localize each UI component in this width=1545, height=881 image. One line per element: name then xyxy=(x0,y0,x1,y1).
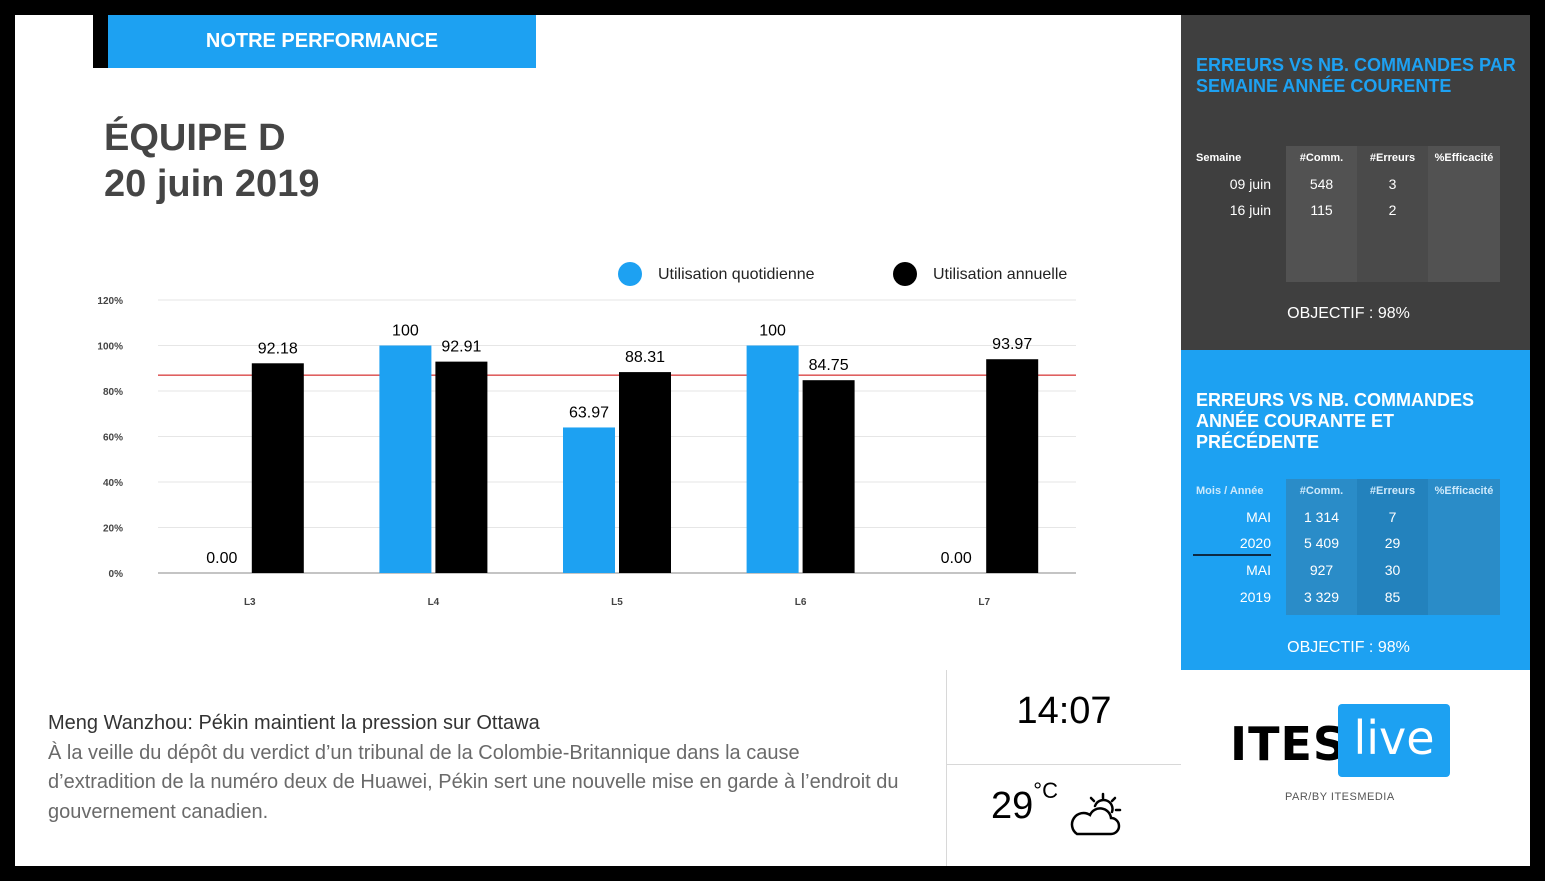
temperature-unit: °C xyxy=(1033,778,1058,803)
dashboard-screen: NOTRE PERFORMANCE ÉQUIPE D 20 juin 2019 … xyxy=(15,15,1530,866)
x-tick-label: L7 xyxy=(978,597,990,608)
weather-temperature: 29°C xyxy=(991,778,1058,828)
table-cell: 2 xyxy=(1388,202,1397,218)
news-body: À la veille du dépôt du verdict d’un tri… xyxy=(48,741,899,823)
legend-marker xyxy=(893,262,917,286)
team-name: ÉQUIPE D xyxy=(104,117,286,159)
objective-label: OBJECTIF : 98% xyxy=(1287,639,1410,656)
table-column-bg xyxy=(1286,479,1357,615)
data-label: 92.18 xyxy=(258,340,298,357)
table-cell: 3 xyxy=(1388,176,1397,192)
news-ticker: Meng Wanzhou: Pékin maintient la pressio… xyxy=(48,709,908,827)
clock: 14:07 xyxy=(1016,690,1112,732)
logo-live-badge: live xyxy=(1338,704,1450,777)
data-label: 92.91 xyxy=(441,339,481,356)
data-label: 93.97 xyxy=(992,336,1032,353)
table-header: %Efficacité xyxy=(1434,485,1494,497)
divider xyxy=(946,670,947,866)
table-header: Semaine xyxy=(1196,152,1242,164)
divider xyxy=(946,764,1181,765)
table-cell: 927 xyxy=(1309,562,1334,578)
y-tick-label: 0% xyxy=(109,569,124,580)
table-column-bg xyxy=(1428,146,1500,282)
bar xyxy=(746,345,799,573)
page-title: ÉQUIPE D 20 juin 2019 xyxy=(104,115,319,207)
section-badge: NOTRE PERFORMANCE xyxy=(108,15,536,68)
logo-ites-text: ITES xyxy=(1230,717,1348,771)
weekly-table: Semaine #Comm. #Erreurs %Efficacité 09 j… xyxy=(1181,146,1530,282)
table-header: #Comm. xyxy=(1299,485,1344,497)
table-cell: 5 409 xyxy=(1303,535,1340,551)
table-cell: 2019 xyxy=(1239,589,1271,605)
row-separator xyxy=(1193,554,1271,556)
bar xyxy=(802,380,855,573)
data-label: 100 xyxy=(392,323,419,340)
table-cell: 1 314 xyxy=(1303,509,1340,525)
table-cell: 16 juin xyxy=(1229,202,1271,218)
logo-subtitle: PAR/BY ITESMEDIA xyxy=(1285,791,1395,803)
table-cell: 7 xyxy=(1388,509,1397,525)
data-label: 100 xyxy=(759,323,786,340)
data-label: 0.00 xyxy=(206,550,237,567)
legend-label: Utilisation annuelle xyxy=(933,266,1067,283)
table-header: %Efficacité xyxy=(1434,152,1494,164)
y-tick-label: 60% xyxy=(103,433,123,444)
table-header: #Erreurs xyxy=(1369,152,1416,164)
table-header: #Comm. xyxy=(1299,152,1344,164)
table-cell: 29 xyxy=(1384,535,1401,551)
x-tick-label: L4 xyxy=(428,597,440,608)
table-column-bg xyxy=(1357,146,1428,282)
data-label: 63.97 xyxy=(569,404,609,421)
x-tick-label: L5 xyxy=(611,597,623,608)
bar xyxy=(251,363,304,573)
table-cell: 548 xyxy=(1309,176,1334,192)
data-label: 0.00 xyxy=(941,550,972,567)
table-cell: MAI xyxy=(1246,562,1271,578)
monthly-errors-panel: ERREURS VS NB. COMMANDES ANNÉE COURANTE … xyxy=(1181,350,1530,670)
legend-label: Utilisation quotidienne xyxy=(658,266,815,283)
table-cell: 3 329 xyxy=(1303,589,1340,605)
legend-marker xyxy=(618,262,642,286)
table-header: #Erreurs xyxy=(1369,485,1416,497)
monthly-table: Mois / Année #Comm. #Erreurs %Efficacité… xyxy=(1181,479,1530,615)
news-headline: Meng Wanzhou: Pékin maintient la pressio… xyxy=(48,712,540,734)
bar xyxy=(563,427,615,573)
x-tick-label: L3 xyxy=(244,597,256,608)
table-cell: 09 juin xyxy=(1229,176,1271,192)
data-label: 88.31 xyxy=(625,349,665,366)
bar xyxy=(379,345,432,573)
weekly-errors-panel: ERREURS VS NB. COMMANDES PAR SEMAINE ANN… xyxy=(1181,15,1530,350)
utilization-bar-chart: 0% 20% 40% 60% 80% 100% 120% 0.00 92.18 L3 100 92.9… xyxy=(97,262,1076,608)
panel-title: ERREURS VS NB. COMMANDES ANNÉE COURANTE … xyxy=(1196,390,1475,452)
y-tick-label: 80% xyxy=(103,387,123,398)
partly-cloudy-icon xyxy=(1070,792,1122,836)
table-header: Mois / Année xyxy=(1196,485,1264,497)
table-column-bg xyxy=(1357,479,1428,615)
x-tick-label: L6 xyxy=(795,597,807,608)
table-column-bg xyxy=(1428,479,1500,615)
y-tick-label: 120% xyxy=(97,296,123,307)
panel-title: ERREURS VS NB. COMMANDES PAR SEMAINE ANN… xyxy=(1196,55,1516,96)
bar xyxy=(619,372,671,573)
y-tick-label: 100% xyxy=(97,342,123,353)
table-cell: 2020 xyxy=(1239,535,1271,551)
table-cell: 115 xyxy=(1310,202,1333,218)
table-cell: 30 xyxy=(1384,562,1401,578)
y-tick-label: 40% xyxy=(103,478,123,489)
bar xyxy=(986,359,1039,573)
bar xyxy=(435,361,488,573)
objective-label: OBJECTIF : 98% xyxy=(1287,305,1410,322)
report-date: 20 juin 2019 xyxy=(104,163,320,205)
temperature-value: 29 xyxy=(991,785,1034,827)
table-cell: MAI xyxy=(1246,509,1271,525)
badge-accent-bar xyxy=(93,15,108,68)
data-label: 84.75 xyxy=(809,357,849,374)
table-cell: 85 xyxy=(1384,589,1401,605)
y-tick-label: 20% xyxy=(103,524,123,535)
table-column-bg xyxy=(1286,146,1357,282)
